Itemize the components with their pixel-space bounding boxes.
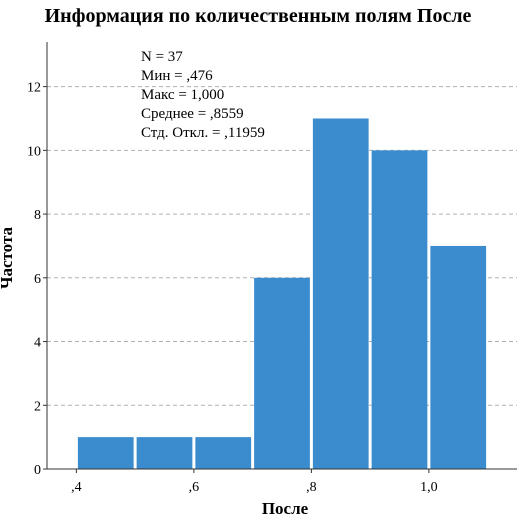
y-tick-label: 10 <box>27 144 41 159</box>
y-tick-label: 12 <box>27 81 41 96</box>
histogram-bar <box>195 437 252 469</box>
statistic-line: N = 37 <box>141 49 183 65</box>
y-tick-label: 6 <box>34 272 41 287</box>
x-tick-label: ,6 <box>189 480 200 495</box>
x-tick-label: ,8 <box>306 480 317 495</box>
chart-title: Информация по количественным полям После <box>45 5 472 27</box>
x-axis-title: После <box>262 499 309 517</box>
y-tick-label: 2 <box>34 399 41 414</box>
axes <box>43 42 517 473</box>
statistic-line: Макс = 1,000 <box>141 87 224 103</box>
tick-labels: 0 2 4 6 8 10 12 ,4 ,6 ,8 1,0 <box>27 81 438 495</box>
y-axis-title: Частота <box>0 227 16 289</box>
histogram-bar <box>77 437 134 469</box>
histogram-bar <box>430 245 487 469</box>
statistic-line: Стд. Откл. = ,11959 <box>141 125 265 141</box>
histogram-bar <box>136 437 193 469</box>
y-tick-label: 0 <box>34 463 41 478</box>
x-tick-label: ,4 <box>71 480 82 495</box>
statistic-line: Среднее = ,8559 <box>141 106 244 122</box>
histogram-bar <box>312 118 369 470</box>
bars <box>77 118 487 470</box>
histogram-bar <box>254 277 310 469</box>
y-tick-label: 4 <box>34 336 41 351</box>
x-tick-label: 1,0 <box>420 480 438 495</box>
histogram-bar <box>371 150 428 470</box>
y-tick-label: 8 <box>34 208 41 223</box>
statistics-box: N = 37 Мин = ,476 Макс = 1,000 Среднее = ,8… <box>141 49 265 141</box>
statistic-line: Мин = ,476 <box>141 68 213 84</box>
